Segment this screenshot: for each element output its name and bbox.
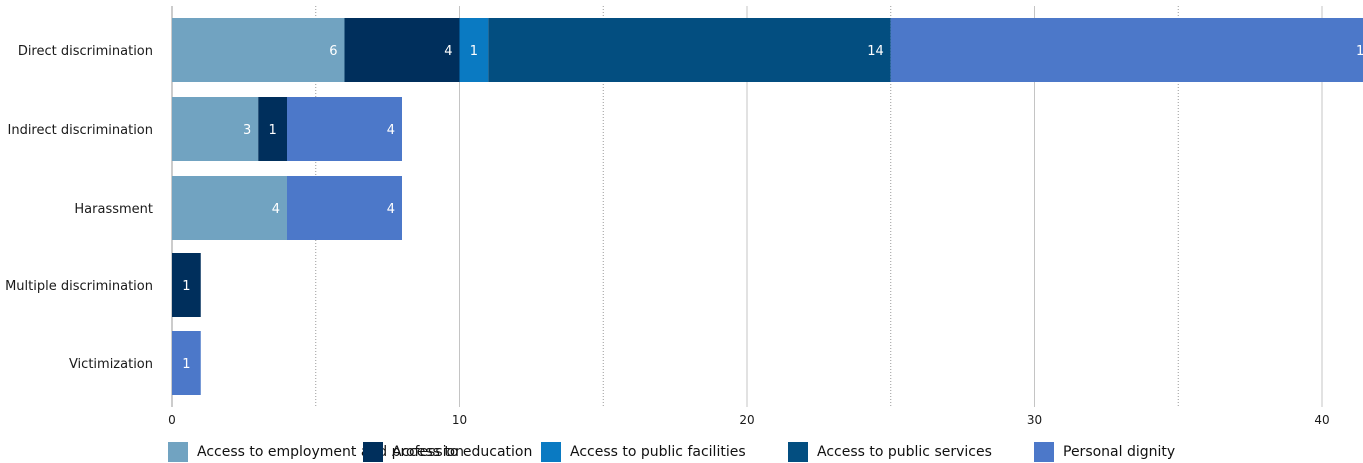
data-label: 4	[444, 44, 452, 59]
bar-segment	[258, 97, 287, 161]
chart-legend: Access to employment and profession Acces…	[168, 442, 1363, 462]
legend-item: Personal dignity	[1034, 442, 1175, 462]
legend-label: Access to employment and profession	[197, 444, 464, 460]
bar-segment	[172, 331, 201, 395]
x-tick-label: 10	[452, 413, 467, 427]
bar-segment	[172, 18, 345, 82]
bar-segment	[344, 18, 460, 82]
legend-swatch	[363, 442, 383, 462]
x-tick-label: 0	[168, 413, 176, 427]
bar-segment	[890, 18, 1363, 82]
legend-label: Access to public services	[817, 444, 992, 460]
category-label: Multiple discrimination	[5, 279, 153, 294]
data-label: 1	[182, 279, 190, 294]
category-label: Indirect discrimination	[8, 123, 154, 138]
bar-segment	[172, 176, 287, 240]
bar-segment	[488, 18, 891, 82]
data-label: 4	[272, 202, 280, 217]
legend-swatch	[788, 442, 808, 462]
legend-item: Access to education	[363, 442, 532, 462]
legend-item: Access to public facilities	[541, 442, 746, 462]
legend-label: Access to public facilities	[570, 444, 746, 460]
legend-item: Access to public services	[788, 442, 992, 462]
data-label: 4	[387, 202, 395, 217]
legend-label: Access to education	[392, 444, 533, 460]
legend-swatch	[541, 442, 561, 462]
bar-segment	[459, 18, 489, 82]
data-label: 1	[470, 44, 478, 59]
category-label: Victimization	[69, 357, 153, 372]
data-label: 6	[329, 44, 337, 59]
legend-swatch	[1034, 442, 1054, 462]
x-tick-label: 40	[1314, 413, 1329, 427]
data-label: 17	[1356, 44, 1363, 59]
bar-segment	[287, 97, 402, 161]
data-label: 14	[867, 44, 884, 59]
x-tick-label: 30	[1027, 413, 1042, 427]
data-label: 4	[387, 123, 395, 138]
data-label: 3	[243, 123, 251, 138]
data-label: 1	[182, 357, 190, 372]
category-label: Harassment	[74, 202, 153, 217]
legend-label: Personal dignity	[1063, 444, 1176, 460]
bar-segment	[172, 253, 201, 317]
legend-swatch	[168, 442, 188, 462]
data-label: 1	[268, 123, 276, 138]
x-tick-label: 20	[739, 413, 754, 427]
bar-segment	[172, 97, 259, 161]
bar-segment	[287, 176, 402, 240]
category-label: Direct discrimination	[18, 44, 153, 59]
legend-item: Access to employment and profession	[168, 442, 464, 462]
